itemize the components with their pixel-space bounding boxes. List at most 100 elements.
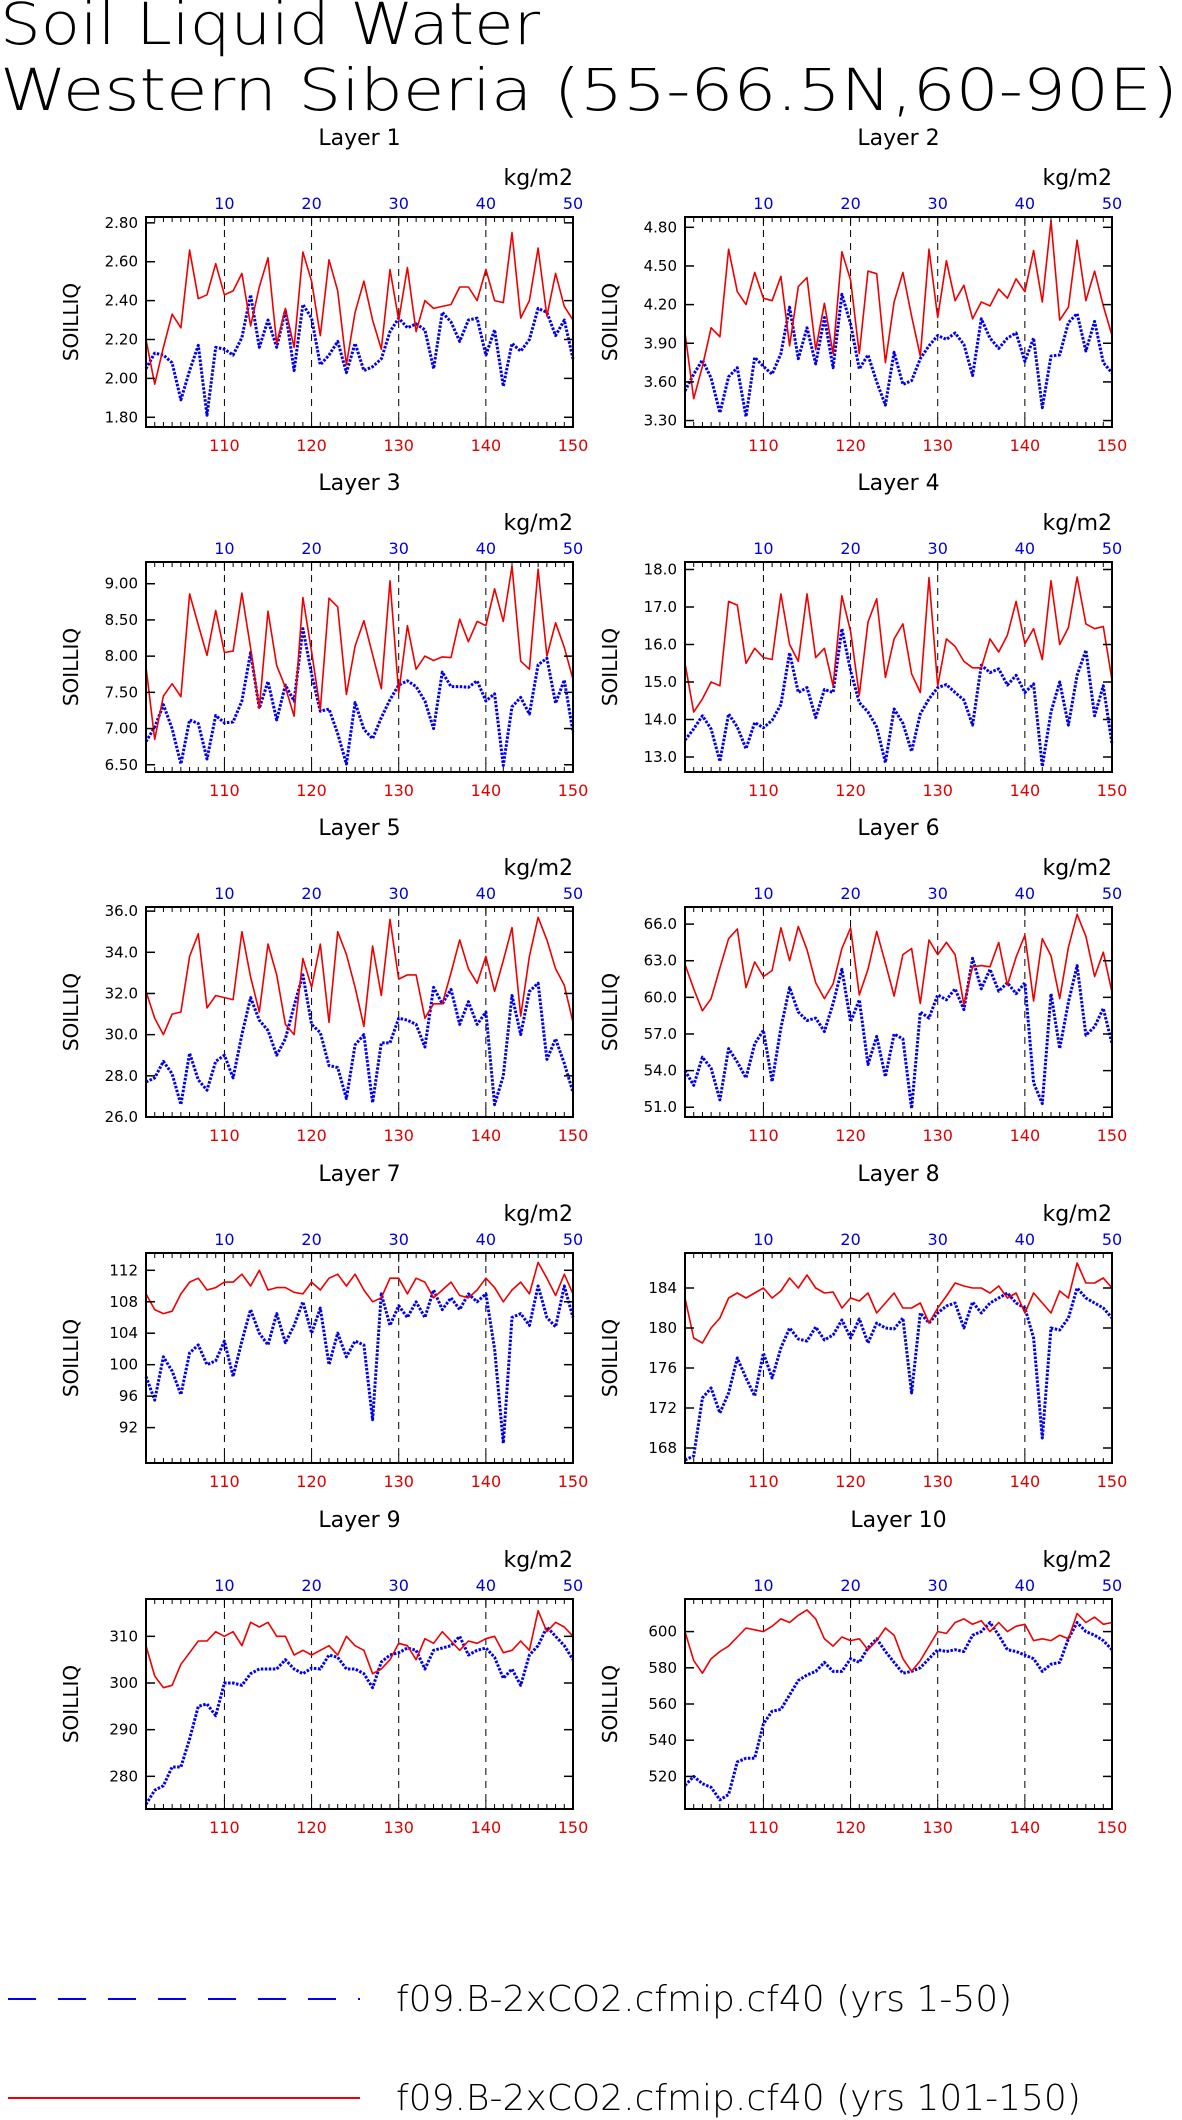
x-bottom-tick-label: 140	[1010, 781, 1041, 800]
x-top-tick-label: 30	[389, 194, 409, 213]
panel-1: Layer 1 kg/m2 SOILLIQ 1.80 2.00 2.20 2.40 2.60 2…	[59, 126, 588, 455]
series-line-blue-dashed	[684, 1286, 1114, 1462]
x-top-tick-label: 40	[476, 1230, 496, 1249]
x-top-tick-label: 50	[1102, 884, 1122, 903]
x-bottom-tick-label: 110	[748, 436, 779, 455]
x-bottom-tick-label: 130	[383, 1126, 414, 1145]
x-bottom-tick-label: 130	[922, 1472, 953, 1491]
y-axis-label: SOILLIQ	[598, 973, 622, 1051]
x-top-tick-label: 20	[840, 194, 860, 213]
y-tick-label: 60.0	[644, 988, 677, 1006]
plot-frame	[145, 1598, 574, 1810]
series-line-blue-dashed	[683, 627, 1114, 768]
series-line-red-solid	[145, 1609, 574, 1689]
y-axis-label: SOILLIQ	[59, 1319, 83, 1397]
x-bottom-tick-label: 140	[471, 1472, 502, 1491]
plot-frame	[684, 1252, 1113, 1464]
y-tick-label: 26.0	[105, 1108, 138, 1126]
x-top-tick-label: 20	[840, 539, 860, 558]
panel-title: Layer 8	[857, 1162, 939, 1187]
panel-title: Layer 1	[318, 126, 400, 151]
x-bottom-tick-label: 110	[209, 1472, 240, 1491]
y-axis-label: SOILLIQ	[598, 1319, 622, 1397]
panel-6: Layer 6 kg/m2 SOILLIQ 51.0 54.0 57.0 60.0 63.0 6…	[598, 816, 1127, 1145]
x-bottom-tick-label: 140	[471, 1126, 502, 1145]
y-axis-label: SOILLIQ	[59, 1665, 83, 1743]
panel-3: Layer 3 kg/m2 SOILLIQ 6.50 7.00 7.50 8.00 8.50 9…	[59, 471, 588, 800]
x-bottom-tick-label: 150	[558, 1818, 589, 1837]
x-top-tick-label: 20	[301, 1576, 321, 1595]
x-bottom-tick-label: 110	[209, 436, 240, 455]
y-tick-label: 184	[648, 1279, 677, 1297]
x-top-tick-label: 50	[563, 1230, 583, 1249]
y-axis-label: SOILLIQ	[598, 628, 622, 706]
y-tick-label: 540	[648, 1731, 677, 1749]
y-tick-label: 2.00	[105, 369, 138, 387]
x-top-tick-label: 40	[1015, 1576, 1035, 1595]
x-top-tick-label: 50	[563, 884, 583, 903]
plot-frame	[145, 906, 574, 1118]
y-tick-label: 17.0	[644, 598, 677, 616]
y-axis-label: SOILLIQ	[598, 1665, 622, 1743]
x-top-tick-label: 10	[753, 884, 773, 903]
y-tick-label: 32.0	[105, 984, 138, 1002]
y-tick-label: 66.0	[644, 915, 677, 933]
plot-frame	[684, 906, 1113, 1118]
legend-label-2: f09.B-2xCO2.cfmip.cf40 (yrs 101-150)	[396, 2078, 1081, 2119]
units-label: kg/m2	[503, 1202, 573, 1227]
x-top-tick-label: 50	[563, 194, 583, 213]
units-label: kg/m2	[503, 1548, 573, 1573]
x-bottom-tick-label: 120	[835, 1126, 866, 1145]
panel-title: Layer 7	[318, 1162, 400, 1187]
y-tick-label: 96	[119, 1387, 138, 1405]
y-tick-label: 3.30	[644, 412, 677, 430]
y-tick-label: 51.0	[644, 1098, 677, 1116]
y-tick-label: 4.80	[644, 218, 677, 236]
x-top-tick-label: 40	[1015, 884, 1035, 903]
x-bottom-tick-label: 110	[748, 1126, 779, 1145]
series-line-red-solid	[684, 576, 1113, 713]
series-line-red-solid	[684, 1609, 1113, 1674]
y-axis-label: SOILLIQ	[59, 628, 83, 706]
units-label: kg/m2	[503, 856, 573, 881]
x-top-tick-label: 50	[1102, 539, 1122, 558]
series-line-blue-dashed	[144, 627, 575, 767]
series-line-red-solid	[145, 916, 574, 1036]
plot-frame	[684, 1598, 1113, 1810]
y-tick-label: 63.0	[644, 952, 677, 970]
x-bottom-tick-label: 130	[383, 436, 414, 455]
y-tick-label: 2.60	[105, 253, 138, 271]
y-tick-label: 18.0	[644, 561, 677, 579]
x-bottom-tick-label: 140	[1010, 1818, 1041, 1837]
x-top-tick-label: 10	[214, 1576, 234, 1595]
series-line-red-solid	[145, 1261, 574, 1315]
x-top-tick-label: 10	[753, 194, 773, 213]
x-bottom-tick-label: 120	[296, 781, 327, 800]
y-tick-label: 290	[109, 1721, 138, 1739]
x-top-tick-label: 40	[1015, 194, 1035, 213]
series-line-red-solid	[684, 1262, 1113, 1344]
x-top-tick-label: 20	[301, 1230, 321, 1249]
x-bottom-tick-label: 120	[296, 1818, 327, 1837]
x-bottom-tick-label: 110	[748, 781, 779, 800]
x-bottom-tick-label: 140	[1010, 436, 1041, 455]
x-top-tick-label: 10	[753, 539, 773, 558]
y-tick-label: 28.0	[105, 1067, 138, 1085]
y-tick-label: 300	[109, 1674, 138, 1692]
x-top-tick-label: 10	[214, 884, 234, 903]
x-top-tick-label: 40	[1015, 539, 1035, 558]
x-bottom-tick-label: 120	[835, 781, 866, 800]
x-top-tick-label: 20	[301, 194, 321, 213]
x-bottom-tick-label: 130	[922, 1126, 953, 1145]
x-bottom-tick-label: 120	[296, 1472, 327, 1491]
plot-frame	[145, 216, 574, 428]
x-top-tick-label: 30	[389, 1576, 409, 1595]
y-tick-label: 15.0	[644, 673, 677, 691]
series-line-blue-dashed	[145, 973, 575, 1107]
y-tick-label: 112	[109, 1261, 138, 1279]
series-line-red-solid	[145, 565, 574, 741]
y-tick-label: 4.50	[644, 257, 677, 275]
units-label: kg/m2	[1042, 856, 1112, 881]
x-bottom-tick-label: 140	[471, 781, 502, 800]
x-top-tick-label: 10	[214, 1230, 234, 1249]
